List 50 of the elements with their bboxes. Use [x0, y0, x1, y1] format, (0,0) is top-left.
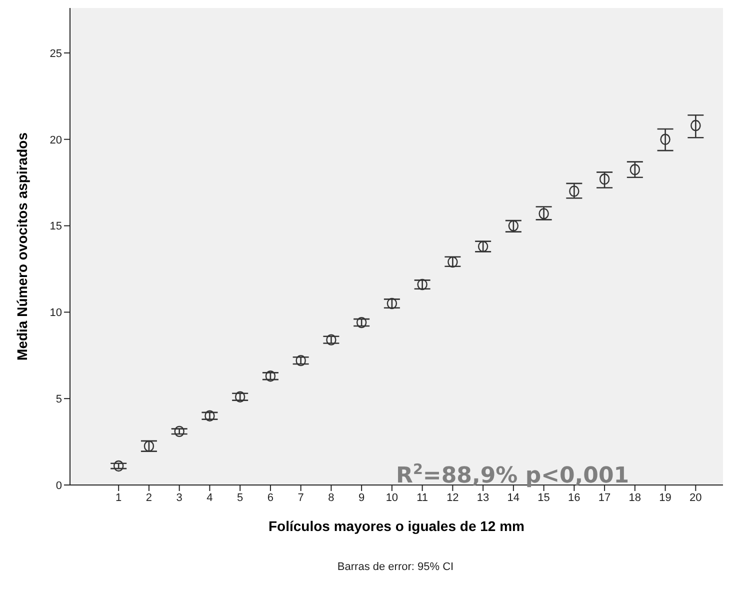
- x-tick-label: 16: [568, 492, 580, 504]
- x-tick-label: 2: [146, 492, 152, 504]
- x-tick-label: 7: [298, 492, 304, 504]
- point: [448, 256, 458, 268]
- point: [234, 391, 246, 402]
- point: [599, 174, 610, 185]
- x-tick-label: 20: [690, 492, 702, 504]
- x-tick-label: 11: [416, 492, 428, 504]
- text: Barras de error: 95% CI: [337, 561, 454, 573]
- x-tick-label: 18: [628, 492, 642, 504]
- y-tick-label: 20: [50, 134, 62, 146]
- y-tick-label: 0: [56, 480, 62, 492]
- point: [630, 164, 640, 176]
- x-tick-label: 14: [507, 492, 520, 504]
- x-tick-label: 4: [206, 492, 213, 504]
- x-tick-label: 1: [116, 492, 122, 504]
- point: [144, 440, 154, 452]
- x-tick-label: 12: [446, 492, 459, 504]
- x-tick-label: 9: [358, 492, 365, 504]
- point: [296, 354, 306, 366]
- x-axis-title: Folículos mayores o iguales de 12 mm: [268, 518, 524, 534]
- x-tick-label: 6: [267, 492, 274, 504]
- x-tick-label: 13: [476, 492, 490, 504]
- point: [265, 370, 276, 382]
- point: [478, 240, 488, 252]
- x-tick-label: 8: [328, 492, 334, 504]
- y-tick-label: 25: [50, 48, 62, 60]
- x-tick-label: 17: [598, 492, 611, 504]
- point: [356, 316, 367, 328]
- point: [174, 426, 184, 438]
- annotation: R$^{2}$=88,9% p<0,001: [396, 462, 630, 488]
- x-tick-label: 15: [538, 492, 550, 504]
- point: [417, 278, 428, 290]
- point: [690, 120, 701, 132]
- y-tick-label: 5: [56, 393, 62, 406]
- x-tick-label: 10: [386, 492, 398, 504]
- y-tick-label: 15: [50, 220, 62, 233]
- point: [204, 410, 215, 422]
- x-tick-label: 3: [176, 492, 182, 504]
- point: [538, 208, 549, 220]
- point: [113, 460, 124, 472]
- y-axis-title: Media Número ovocitos aspirados: [14, 132, 30, 360]
- point: [508, 220, 519, 232]
- y-tick-label: 10: [50, 307, 62, 320]
- x-tick-label: 19: [659, 492, 672, 504]
- point: [386, 298, 398, 310]
- point: [569, 186, 580, 197]
- point: [326, 334, 336, 346]
- point: [660, 134, 670, 145]
- x-tick-label: 5: [237, 492, 244, 504]
